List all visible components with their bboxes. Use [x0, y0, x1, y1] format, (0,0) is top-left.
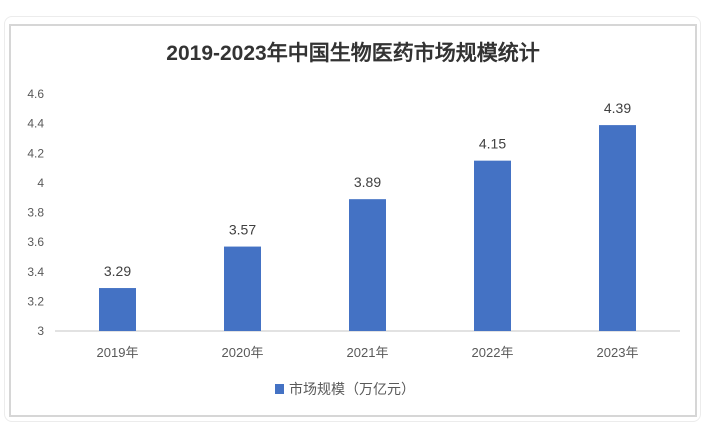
x-tick-label: 2019年: [97, 345, 139, 360]
x-tick-label: 2020年: [222, 345, 264, 360]
x-tick-label: 2021年: [347, 345, 389, 360]
bar-2020年: [224, 246, 261, 331]
y-tick-label: 4.6: [27, 87, 44, 101]
y-tick-label: 3: [37, 324, 44, 338]
data-label: 3.89: [354, 174, 381, 190]
data-label: 4.39: [604, 100, 631, 116]
legend: 市场规模（万亿元）: [275, 381, 415, 397]
x-tick-label: 2022年: [472, 345, 514, 360]
chart-card: [4, 16, 701, 422]
legend-label: 市场规模（万亿元）: [289, 381, 415, 397]
bar-2023年: [599, 125, 636, 331]
chart-frame: [9, 24, 697, 417]
bar-2019年: [99, 288, 136, 331]
y-tick-label: 3.6: [27, 235, 44, 249]
bar-2022年: [474, 160, 511, 331]
y-tick-label: 4.2: [27, 146, 44, 160]
y-tick-label: 3.4: [27, 265, 44, 279]
data-label: 4.15: [479, 136, 506, 152]
data-label: 3.29: [104, 263, 131, 279]
x-tick-label: 2023年: [597, 345, 639, 360]
y-tick-label: 3.8: [27, 206, 44, 220]
chart-title: 2019-2023年中国生物医药市场规模统计: [166, 41, 539, 65]
y-tick-label: 4.4: [27, 117, 44, 131]
bar-2021年: [349, 199, 386, 331]
legend-swatch: [275, 384, 284, 394]
y-tick-label: 4: [37, 176, 44, 190]
y-tick-label: 3.2: [27, 294, 44, 308]
data-label: 3.57: [229, 222, 256, 238]
